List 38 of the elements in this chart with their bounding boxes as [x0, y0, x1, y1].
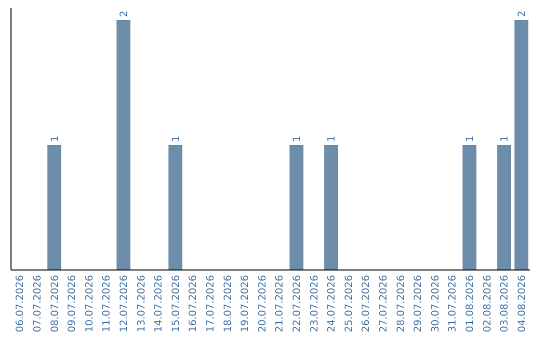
data-label: 1: [464, 136, 476, 142]
data-label: 1: [50, 136, 61, 142]
x-tick-label: 31.07.2026: [448, 275, 459, 332]
x-tick-label: 30.07.2026: [430, 275, 442, 332]
x-tick-label: 23.07.2026: [309, 275, 320, 332]
x-tick-label: 17.07.2026: [205, 275, 216, 332]
data-label: 2: [118, 10, 130, 17]
x-tick-label: 04.08.2026: [516, 275, 528, 332]
x-tick-label: 24.07.2026: [326, 275, 338, 332]
x-tick-label: 19.07.2026: [240, 275, 252, 332]
x-tick-label: 11.07.2026: [102, 275, 113, 332]
data-label: 1: [500, 136, 511, 142]
x-tick-label: 20.07.2026: [257, 275, 268, 332]
data-label: 1: [326, 136, 338, 142]
x-tick-label: 10.07.2026: [84, 275, 96, 332]
x-tick-label: 02.08.2026: [482, 275, 494, 332]
data-label: 1: [292, 136, 303, 142]
x-tick-label: 12.07.2026: [118, 275, 130, 332]
x-tick-label: 07.07.2026: [32, 275, 44, 332]
x-tick-label: 21.07.2026: [274, 275, 286, 332]
x-tick-label: 08.07.2026: [50, 275, 61, 332]
x-tick-label: 15.07.2026: [170, 275, 182, 332]
x-tick-label: 27.07.2026: [378, 275, 390, 332]
x-tick-label: 09.07.2026: [67, 275, 78, 332]
data-label: 2: [516, 10, 528, 17]
x-tick-label: 22.07.2026: [292, 275, 303, 332]
x-tick-label: 16.07.2026: [188, 275, 200, 332]
x-tick-label: 01.08.2026: [464, 275, 476, 332]
data-label: 1: [170, 136, 182, 142]
x-tick-label: 14.07.2026: [154, 275, 165, 332]
x-tick-label: 29.07.2026: [413, 275, 424, 332]
x-tick-label: 25.07.2026: [344, 275, 355, 332]
x-tick-label: 13.07.2026: [136, 275, 148, 332]
x-tick-label: 28.07.2026: [396, 275, 407, 332]
x-tick-label: 26.07.2026: [361, 275, 372, 332]
x-tick-label: 03.08.2026: [500, 275, 511, 332]
x-tick-label: 06.07.2026: [15, 275, 26, 332]
x-tick-label: 18.07.2026: [222, 275, 234, 332]
